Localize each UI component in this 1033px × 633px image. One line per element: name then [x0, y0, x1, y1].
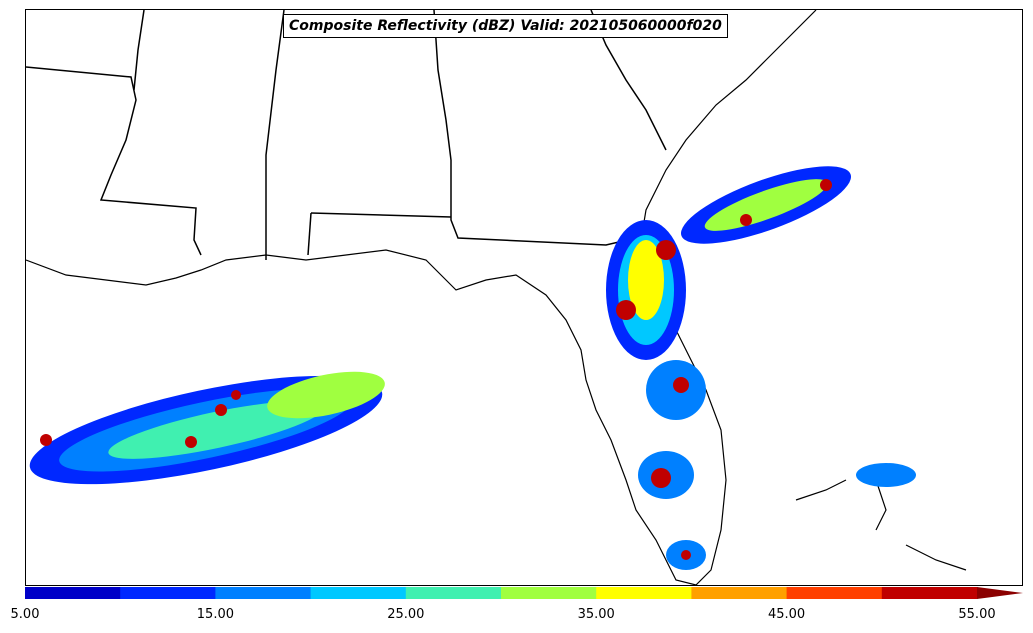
colorbar-extend-arrow	[977, 587, 1023, 599]
atlantic-echoes	[680, 166, 916, 487]
radar-echoes	[29, 166, 916, 570]
colorbar-segment	[501, 587, 597, 599]
colorbar-segment	[25, 587, 121, 599]
colorbar-tick-label: 55.00	[958, 607, 996, 622]
colorbar-segment	[310, 587, 407, 599]
colorbar-segment	[786, 587, 883, 599]
coastline	[26, 10, 967, 585]
colorbar	[25, 587, 1023, 599]
map-title: Composite Reflectivity (dBZ) Valid: 2021…	[283, 14, 728, 38]
reflectivity-map	[26, 10, 967, 585]
gulf-band	[29, 371, 385, 485]
colorbar-segment	[596, 587, 692, 599]
colorbar-segment	[405, 587, 502, 599]
colorbar-segment	[120, 587, 216, 599]
colorbar-tick-label: 45.00	[767, 607, 806, 622]
state-boundaries	[26, 10, 667, 260]
map-panel	[25, 9, 1023, 586]
colorbar-segment	[215, 587, 312, 599]
colorbar-tick-labels: 5.00 15.00 25.00 35.00 45.00 55.00	[0, 607, 1033, 627]
colorbar-tick-label: 5.00	[10, 607, 40, 622]
colorbar-segment	[881, 587, 978, 599]
florida-echoes	[606, 220, 706, 570]
colorbar-tick-label: 25.00	[387, 607, 425, 622]
colorbar-tick-label: 15.00	[196, 607, 234, 622]
colorbar-segment	[691, 587, 788, 599]
colorbar-tick-label: 35.00	[577, 607, 615, 622]
